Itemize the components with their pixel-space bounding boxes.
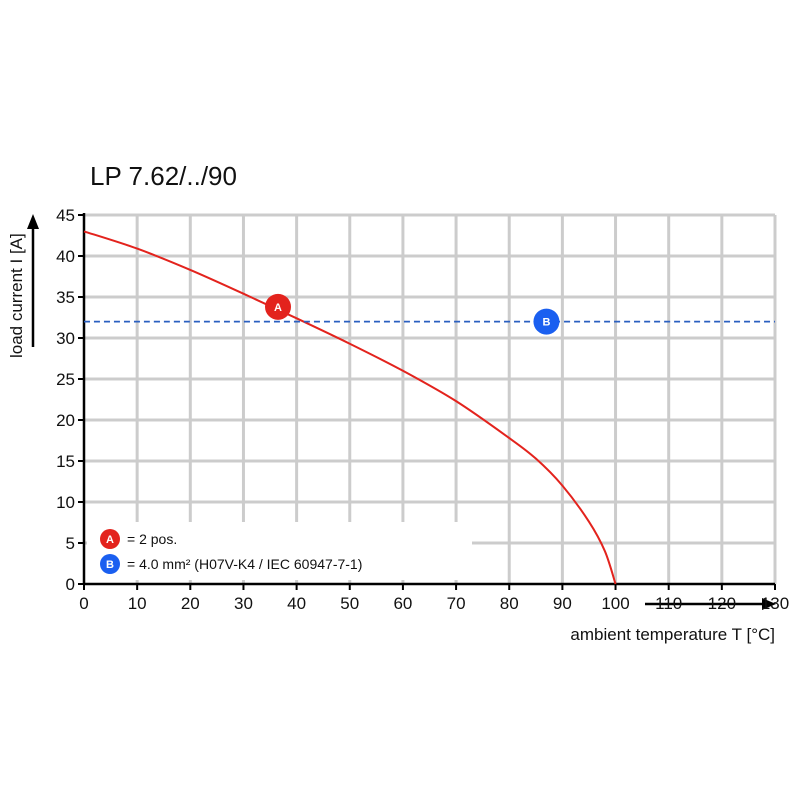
markers-group: AB xyxy=(265,293,560,335)
legend-marker-b xyxy=(100,554,120,574)
y-tick-label: 45 xyxy=(56,206,75,225)
x-tick-label: 130 xyxy=(761,594,789,613)
y-arrow-head xyxy=(27,214,39,229)
y-tick-label: 30 xyxy=(56,329,75,348)
chart-title: LP 7.62/../90 xyxy=(90,161,237,191)
legend-item-text: = 4.0 mm² (H07V-K4 / IEC 60947-7-1) xyxy=(127,556,362,572)
y-tick-label: 15 xyxy=(56,452,75,471)
legend-item-text: = 2 pos. xyxy=(127,531,177,547)
x-tick-label: 20 xyxy=(181,594,200,613)
legend-background xyxy=(87,522,472,580)
y-tick-label: 20 xyxy=(56,411,75,430)
y-tick-labels: 0 5 10 15 20 25 30 35 40 45 xyxy=(56,206,75,594)
y-tick-label: 5 xyxy=(66,534,75,553)
x-arrow-head xyxy=(762,598,776,610)
marker-a xyxy=(265,293,292,320)
axes xyxy=(27,213,776,610)
x-tick-label: 110 xyxy=(655,594,682,613)
x-tick-label: 40 xyxy=(287,594,306,613)
x-tick-label: 80 xyxy=(500,594,519,613)
y-tick-label: 40 xyxy=(56,247,75,266)
x-axis-label: ambient temperature T [°C] xyxy=(570,625,775,644)
legend-marker-a xyxy=(100,529,120,549)
x-tick-label: 0 xyxy=(79,594,88,613)
series-group xyxy=(83,230,775,585)
x-tick-label: 10 xyxy=(128,594,147,613)
y-tick-label: 0 xyxy=(66,575,75,594)
legend-marker-letter: A xyxy=(106,534,114,546)
x-tick-label: 120 xyxy=(708,594,736,613)
x-tick-labels: 0 10 20 30 40 50 60 70 80 90 100 110 120 130 xyxy=(79,594,789,613)
marker-b xyxy=(533,308,560,335)
legend: A = 2 pos. B = 4.0 mm² (H07V-K4 / IEC 60947… xyxy=(100,529,362,574)
y-tick-label: 25 xyxy=(56,370,75,389)
x-tick-label: 70 xyxy=(447,594,466,613)
x-tick-label: 100 xyxy=(601,594,629,613)
marker-letter: B xyxy=(542,317,550,329)
marker-letter: A xyxy=(274,302,282,314)
x-tick-label: 90 xyxy=(553,594,572,613)
x-tick-label: 60 xyxy=(393,594,412,613)
y-axis-label: load current I [A] xyxy=(7,233,26,358)
x-tick-label: 30 xyxy=(234,594,253,613)
y-tick-label: 35 xyxy=(56,288,75,307)
y-tick-label: 10 xyxy=(56,493,75,512)
x-tick-label: 50 xyxy=(340,594,359,613)
series-line-solid xyxy=(83,230,617,585)
legend-marker-letter: B xyxy=(106,559,114,571)
